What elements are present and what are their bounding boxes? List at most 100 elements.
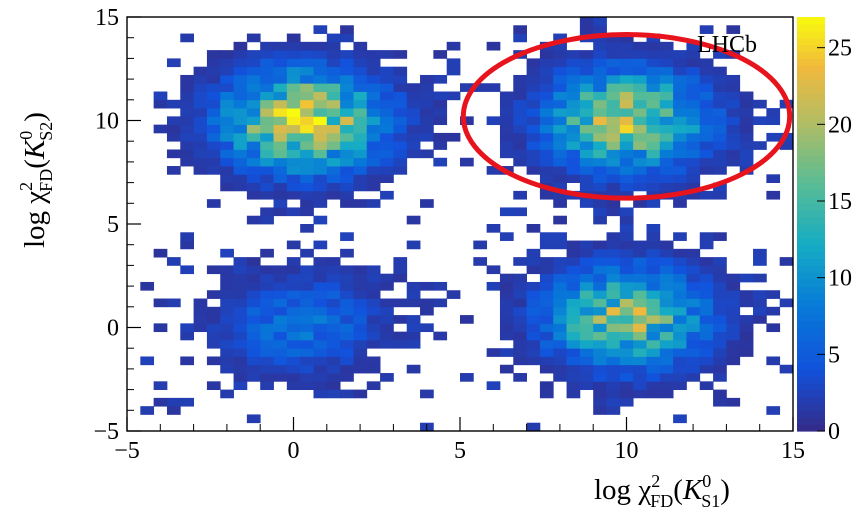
heatmap-bin (326, 83, 341, 92)
heatmap-bin (526, 99, 541, 109)
heatmap-bin (539, 50, 554, 59)
heatmap-bin (686, 364, 701, 374)
heatmap-bin (726, 315, 741, 324)
heatmap-bin (300, 108, 314, 117)
heatmap-bin (646, 248, 661, 258)
heatmap-bin (686, 74, 701, 84)
heatmap-bin (753, 306, 767, 316)
heatmap-bin (246, 108, 261, 117)
heatmap-bin (246, 141, 261, 150)
heatmap-bin (313, 364, 328, 374)
heatmap-bin (353, 298, 368, 308)
heatmap-bin (646, 182, 661, 192)
heatmap-bin (406, 108, 421, 117)
heatmap-bin (579, 91, 594, 101)
heatmap-bin (753, 257, 767, 266)
heatmap-bin (273, 132, 288, 142)
colorbar-segment (797, 230, 825, 239)
heatmap-bin (526, 124, 541, 134)
heatmap-bin (499, 315, 514, 324)
heatmap-bin (340, 108, 354, 117)
heatmap-bin (433, 108, 448, 117)
heatmap-bin (579, 99, 594, 109)
heatmap-bin (193, 74, 208, 84)
heatmap-bin (593, 240, 607, 250)
heatmap-bin (619, 41, 634, 51)
heatmap-bin (673, 373, 687, 382)
heatmap-bin (300, 58, 314, 68)
heatmap-bin (579, 290, 594, 299)
heatmap-bin (606, 108, 621, 117)
heatmap-bin (606, 174, 621, 183)
heatmap-bin (286, 74, 301, 84)
heatmap-bin (380, 124, 394, 134)
heatmap-bin (300, 331, 314, 341)
heatmap-bin (513, 356, 527, 366)
heatmap-bin (659, 182, 674, 192)
heatmap-bin (313, 323, 328, 333)
heatmap-bin (673, 108, 687, 117)
colorbar-tick-label: 5 (828, 342, 840, 368)
heatmap-bin (353, 99, 368, 109)
heatmap-bin (300, 91, 314, 101)
heatmap-bin (260, 273, 274, 283)
heatmap-bin (420, 199, 434, 208)
heatmap-bin (593, 66, 607, 76)
heatmap-bin (180, 132, 194, 142)
heatmap-bin (153, 99, 168, 109)
colorbar-segment (797, 148, 825, 156)
heatmap-bin (606, 364, 621, 374)
heatmap-bin (499, 273, 514, 283)
heatmap-bin (420, 124, 434, 134)
heatmap-bin (713, 232, 727, 241)
heatmap-bin (380, 306, 394, 316)
heatmap-bin (380, 315, 394, 324)
heatmap-bin (220, 356, 234, 366)
heatmap-bin (753, 99, 767, 109)
heatmap-bin (633, 99, 647, 109)
heatmap-bin (180, 397, 194, 407)
heatmap-bin (553, 199, 567, 208)
heatmap-bin (713, 50, 727, 59)
heatmap-bin (220, 265, 234, 275)
heatmap-bin (273, 58, 288, 68)
heatmap-bin (260, 339, 274, 349)
heatmap-bin (380, 74, 394, 84)
heatmap-bin (260, 190, 274, 200)
heatmap-bin (646, 364, 661, 374)
heatmap-bin (353, 58, 368, 68)
colorbar-segment (797, 279, 825, 287)
heatmap-bin (180, 124, 194, 134)
heatmap-bin (193, 83, 208, 92)
heatmap-bin (366, 141, 381, 150)
heatmap-bin (406, 91, 421, 101)
heatmap-bin (593, 339, 607, 349)
heatmap-bin (513, 207, 527, 217)
heatmap-bin (366, 50, 381, 59)
heatmap-bin (579, 339, 594, 349)
heatmap-bin (593, 381, 607, 390)
colorbar-segment (797, 293, 825, 301)
heatmap-bin (246, 273, 261, 283)
heatmap-bin (286, 83, 301, 92)
heatmap-bin (499, 141, 514, 150)
heatmap-bin (246, 190, 261, 200)
heatmap-bin (593, 207, 607, 217)
heatmap-bin (646, 348, 661, 357)
heatmap-bin (646, 199, 661, 208)
heatmap-bin (593, 74, 607, 84)
colorbar-segment (797, 99, 825, 108)
heatmap-bin (513, 257, 527, 266)
heatmap-bin (593, 397, 607, 407)
heatmap-bin (713, 389, 727, 399)
heatmap-bin (406, 298, 421, 308)
heatmap-bin (593, 41, 607, 51)
heatmap-bin (300, 182, 314, 192)
heatmap-bin (260, 124, 274, 134)
heatmap-bin (526, 257, 541, 266)
heatmap-bin (326, 364, 341, 374)
heatmap-bin (646, 331, 661, 341)
heatmap-bin (659, 124, 674, 134)
heatmap-bin (353, 166, 368, 175)
heatmap-bin (566, 91, 581, 101)
